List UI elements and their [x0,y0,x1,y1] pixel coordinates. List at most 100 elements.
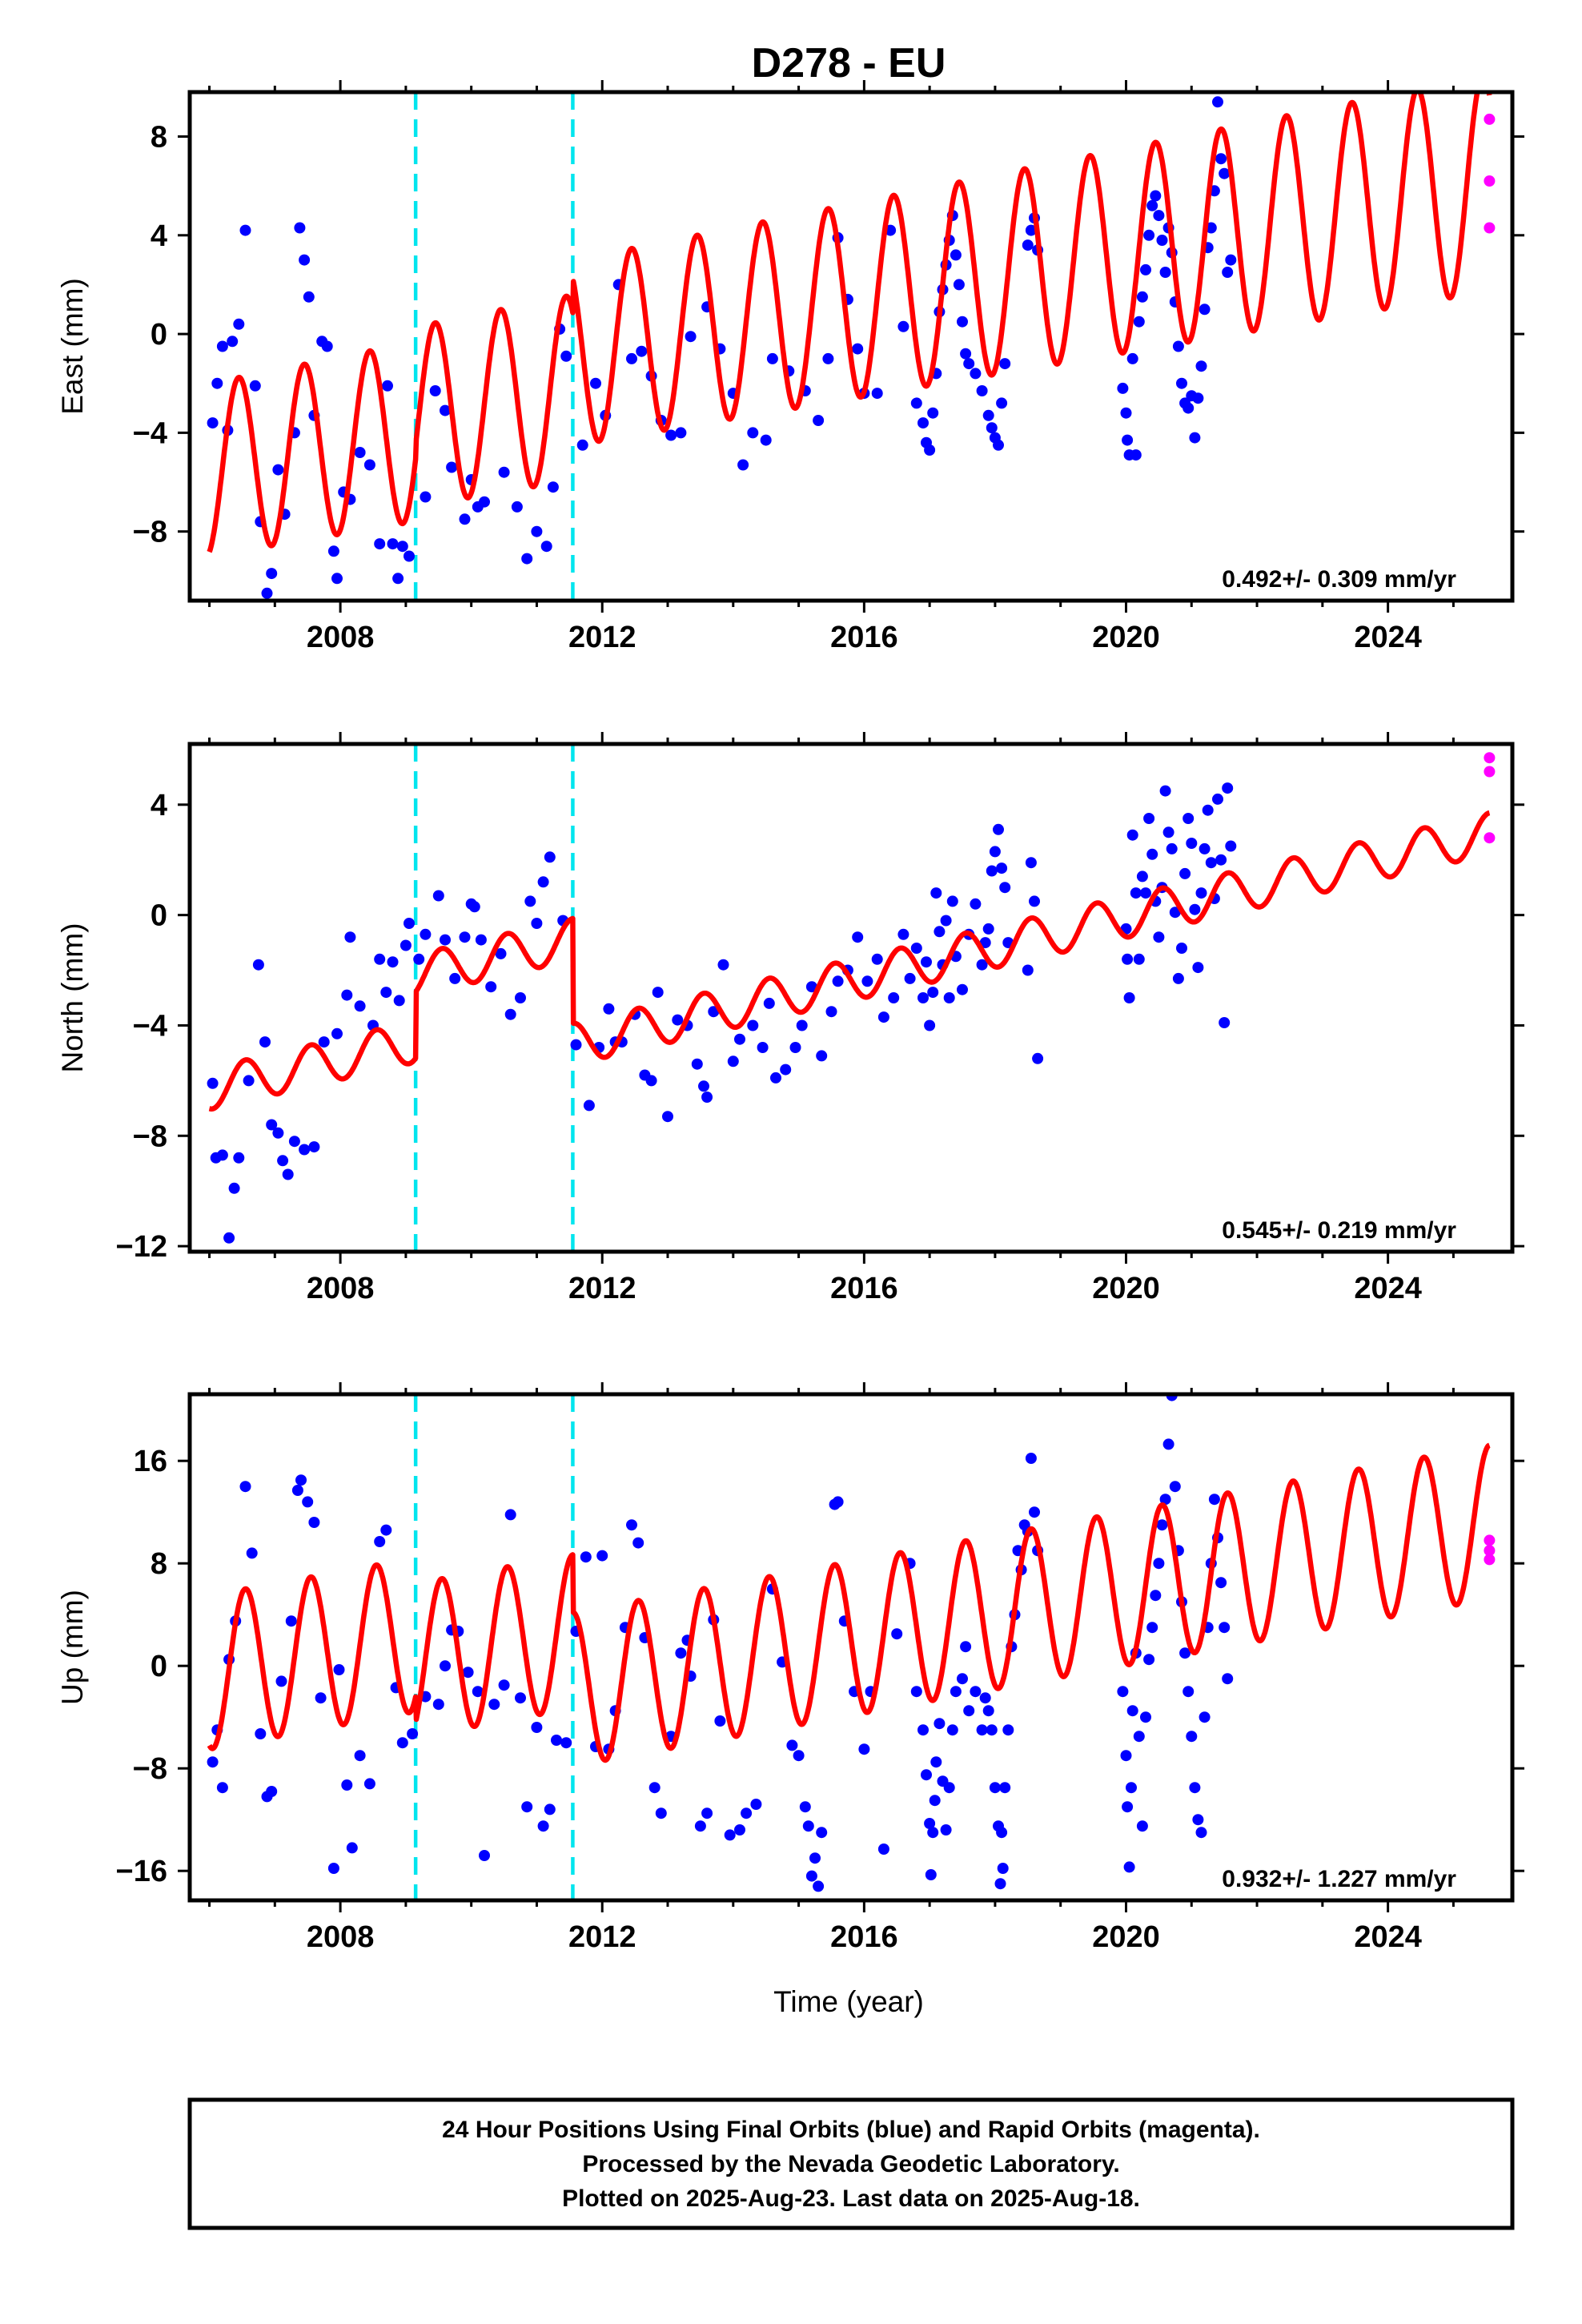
east-final-point [1192,392,1204,404]
north-y-tick-label: 0 [151,899,167,933]
north-rapid-point [1484,752,1496,764]
north-final-point [228,1182,240,1194]
east-final-point [521,553,533,565]
east-final-point [970,368,982,380]
east-y-axis-label: East (mm) [56,278,89,415]
north-final-point [957,983,968,995]
east-final-point [852,343,864,355]
north-final-point [993,823,1004,835]
north-final-point [432,890,444,902]
east-final-point [299,254,311,266]
north-final-point [1182,813,1195,824]
up-final-point [793,1750,805,1762]
north-final-point [996,862,1008,875]
north-plot-area [207,752,1496,1244]
north-final-point [763,997,775,1009]
north-final-point [1176,943,1187,954]
north-final-point [672,1014,684,1026]
north-final-point [727,1055,739,1068]
north-x-tick-label: 2020 [1092,1272,1160,1305]
up-final-point [1199,1711,1211,1723]
east-final-point [576,439,588,451]
east-final-point [420,491,432,503]
north-final-point [825,1006,837,1018]
up-final-point [1025,1453,1037,1464]
east-final-point [211,377,223,389]
north-final-point [1162,826,1174,838]
east-final-point [1222,267,1234,278]
east-final-point [1182,402,1195,414]
north-final-point [449,972,461,984]
east-final-point [354,447,366,458]
north-final-point [910,943,922,954]
east-panel: 2008 2012 2016 2020 2024 8 4 0 −4 −8 East (mm) 0.49… [56,80,1524,654]
up-x-tick-label: 2024 [1354,1920,1422,1954]
up-final-point [302,1496,314,1508]
up-final-point [1195,1827,1207,1839]
up-final-point [832,1496,844,1508]
north-final-point [924,1019,936,1031]
north-final-point [698,1080,709,1092]
north-final-point [524,895,536,907]
east-final-point [737,459,749,471]
north-final-point [475,934,487,946]
east-final-point [1172,340,1184,352]
north-final-point [413,953,425,965]
up-final-point [1002,1724,1014,1736]
north-final-point [207,1077,219,1089]
north-final-point [420,928,432,940]
north-final-point [1130,887,1142,899]
east-final-point [1199,304,1211,316]
up-final-point [655,1807,667,1819]
north-final-point [223,1232,235,1244]
up-final-point [1146,1622,1158,1634]
up-y-axis-label: Up (mm) [56,1590,89,1705]
east-final-point [1022,239,1034,251]
east-final-point [1225,254,1237,266]
east-final-point [910,397,922,409]
north-final-point [570,1039,582,1051]
east-y-tick-label: 0 [151,318,167,352]
up-final-point [207,1756,219,1768]
north-x-tick-label: 2012 [568,1272,636,1305]
up-final-point [266,1786,278,1797]
up-final-point [239,1481,251,1493]
east-final-point [927,407,939,419]
east-final-point [675,427,687,439]
east-final-point [363,459,375,471]
up-rapid-point [1484,1545,1496,1557]
north-final-point [354,1000,366,1012]
up-final-point [701,1807,713,1819]
up-final-point [1140,1711,1151,1723]
east-final-point [1140,263,1151,275]
north-final-point [404,918,415,929]
east-final-point [1117,382,1129,394]
east-plot-area [207,92,1496,599]
north-final-point [701,1092,713,1103]
north-final-point [921,956,932,968]
up-final-point [488,1699,500,1711]
east-x-tick-label: 2024 [1354,621,1422,654]
east-final-point [871,388,883,400]
up-final-point [994,1878,1006,1890]
east-final-point [1122,434,1134,446]
up-final-point [960,1641,972,1653]
north-final-point [757,1042,769,1053]
up-plot-frame [187,1392,1515,1903]
north-final-point [1032,1052,1044,1064]
north-final-point [861,975,873,987]
east-final-point [590,377,601,389]
up-final-point [1126,1782,1137,1794]
up-final-point [813,1880,825,1892]
east-final-point [999,358,1011,370]
east-final-point [963,358,975,370]
north-final-point [717,959,729,971]
east-final-point [760,434,772,446]
up-final-point [982,1705,994,1717]
north-final-point [1219,1017,1231,1028]
north-final-point [272,1127,284,1139]
east-final-point [331,573,343,585]
east-x-tick-label: 2012 [568,621,636,654]
north-x-tick-label: 2024 [1354,1272,1422,1305]
up-final-point [327,1863,339,1874]
